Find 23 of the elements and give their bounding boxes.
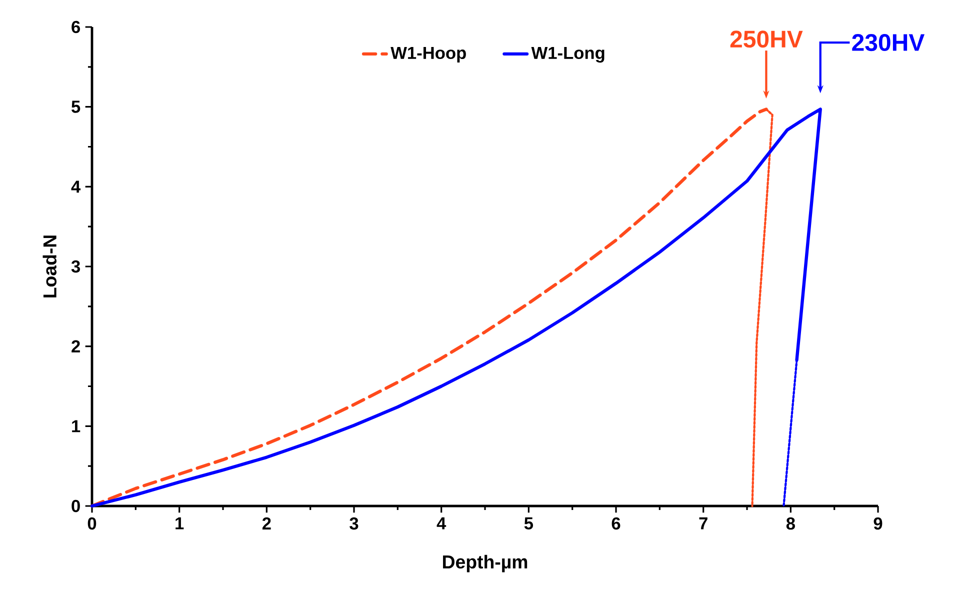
- legend-label: W1-Hoop: [390, 46, 466, 62]
- x-tick-label: 0: [88, 517, 96, 530]
- y-tick-label: 1: [72, 420, 80, 432]
- x-axis-title: Depth-µm: [443, 554, 528, 572]
- y-axis-title: Load-N: [42, 236, 56, 298]
- x-tick-label: 2: [262, 517, 271, 530]
- y-tick-label: 3: [71, 260, 80, 273]
- x-tick-label: 9: [874, 517, 882, 530]
- x-tick-label: 1: [176, 517, 184, 530]
- x-tick-label: 6: [612, 517, 620, 530]
- x-tick-label: 5: [524, 517, 534, 530]
- x-tick-label: 3: [350, 517, 358, 530]
- y-tick-label: 5: [72, 100, 80, 113]
- y-tick-label: 0: [72, 500, 80, 512]
- y-tick-label: 6: [72, 20, 80, 34]
- x-tick-label: 4: [436, 517, 446, 530]
- annotation: 230HV: [852, 34, 925, 52]
- legend-label: W1-Long: [531, 46, 604, 63]
- y-tick-label: 2: [72, 340, 80, 352]
- x-tick-label: 8: [786, 517, 795, 530]
- y-tick-label: 4: [71, 180, 81, 193]
- x-tick-label: 7: [699, 517, 708, 530]
- annotation: 250HV: [730, 30, 803, 48]
